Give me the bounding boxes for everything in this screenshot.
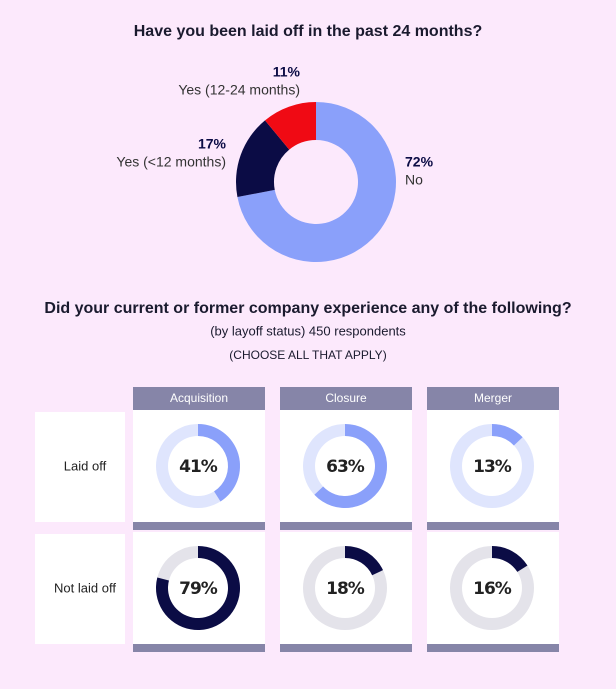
column-label: Merger (474, 391, 512, 405)
row-label: Laid off (64, 458, 107, 473)
donut-slice (237, 102, 397, 262)
chart-subtitle: (by layoff status) 450 respondents (210, 323, 406, 338)
cell-footer (427, 522, 559, 530)
cell-footer (280, 644, 412, 652)
donut-arc (198, 424, 240, 502)
chart-title: Have you been laid off in the past 24 mo… (134, 23, 483, 40)
donut-arc (345, 546, 384, 576)
row-label-cell (35, 534, 125, 644)
column-label: Acquisition (170, 391, 228, 405)
value-label: 41% (179, 457, 218, 477)
row-label-cell (35, 412, 125, 522)
column-header (133, 387, 265, 410)
value-label: 17% (198, 136, 227, 152)
cell-footer (427, 644, 559, 652)
category-label: No (405, 172, 423, 188)
donut-arc (314, 424, 388, 508)
column-label: Closure (325, 391, 367, 405)
donut-arc (492, 424, 523, 446)
value-label: 16% (473, 579, 512, 599)
column-header (280, 387, 412, 410)
chart-title: Did your current or former company exper… (44, 300, 571, 317)
chart-note: (CHOOSE ALL THAT APPLY) (229, 348, 386, 362)
donut-arc (492, 546, 528, 572)
category-label: Yes (12-24 months) (178, 82, 300, 98)
value-label: 79% (179, 579, 218, 599)
donut-slice (265, 102, 316, 150)
value-label: 11% (273, 64, 301, 80)
value-label: 63% (326, 457, 365, 477)
cell-footer (133, 644, 265, 652)
value-label: 13% (473, 457, 512, 477)
value-label: 72% (405, 154, 434, 170)
row-label: Not laid off (54, 580, 116, 595)
cell-footer (280, 522, 412, 530)
category-label: Yes (<12 months) (116, 154, 226, 170)
donut-slice (236, 120, 290, 197)
value-label: 18% (326, 579, 365, 599)
cell-footer (133, 522, 265, 530)
column-header (427, 387, 559, 410)
